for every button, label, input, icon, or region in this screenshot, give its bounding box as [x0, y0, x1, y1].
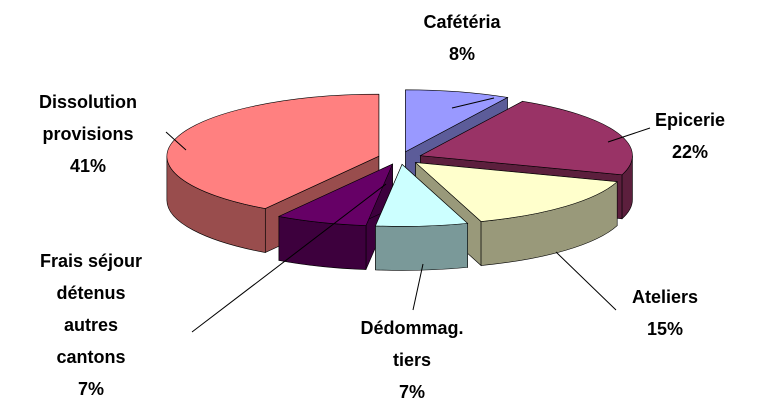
category-label: Cafétéria	[423, 12, 501, 32]
value-label: 7%	[398, 382, 425, 402]
slice-label: Frais séjour détenus autres cantons 7%	[30, 245, 152, 405]
leader-line	[412, 263, 424, 311]
leader-line	[607, 127, 651, 143]
value-label: 8%	[448, 44, 475, 64]
category-label: Epicerie	[654, 110, 726, 130]
leader-line	[451, 97, 495, 109]
slice	[419, 100, 633, 176]
value-label: 22%	[671, 142, 709, 162]
leader-line	[555, 251, 617, 311]
slice-label: Cafétéria 8%	[402, 6, 522, 70]
category-label: Frais séjour détenus autres cantons	[39, 251, 143, 367]
value-label: 41%	[69, 156, 107, 176]
category-label: Ateliers	[631, 287, 699, 307]
value-label: 7%	[77, 379, 104, 399]
slice-label: Epicerie 22%	[630, 104, 750, 168]
slice	[375, 163, 469, 227]
slice-label: Dissolution provisions 41%	[8, 86, 168, 182]
slice	[277, 163, 394, 226]
slice-label: Dédommag. tiers 7%	[352, 312, 472, 408]
slice-label: Ateliers 15%	[605, 281, 725, 345]
category-label: Dédommag. tiers	[360, 318, 464, 370]
slice-side	[375, 223, 468, 271]
value-label: 15%	[646, 319, 684, 339]
slice	[414, 162, 618, 222]
category-label: Dissolution provisions	[39, 92, 137, 144]
leader-line	[191, 183, 387, 333]
slice	[166, 93, 380, 209]
leader-line	[165, 131, 187, 151]
slice	[405, 89, 509, 153]
